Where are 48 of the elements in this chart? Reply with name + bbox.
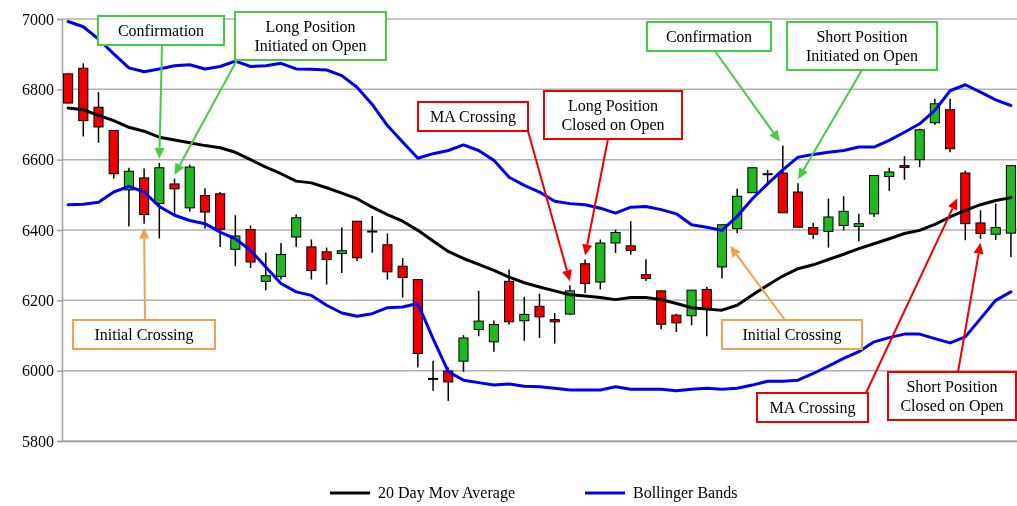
candlestick <box>260 252 271 291</box>
legend-label: 20 Day Mov Average <box>378 484 515 502</box>
candlestick <box>397 257 408 299</box>
line-series <box>66 19 1013 232</box>
candlestick <box>473 290 484 337</box>
candlestick <box>580 258 591 294</box>
candlestick <box>990 202 1001 241</box>
candlestick <box>291 213 302 248</box>
y-tick-label: 6200 <box>22 291 54 309</box>
annotation: MA Crossing <box>769 399 856 417</box>
candlestick <box>169 177 180 216</box>
candlestick <box>853 213 864 242</box>
annotation: Short Position Initiated on Open <box>806 28 918 65</box>
candlestick <box>367 215 378 254</box>
candlestick <box>640 258 652 282</box>
annotation: Short Position Closed on Open <box>900 378 1004 415</box>
candlestick <box>899 155 910 181</box>
candlestick <box>534 292 545 339</box>
annotation: MA Crossing <box>430 108 516 126</box>
candlestick <box>884 167 895 192</box>
annotation: Initial Crossing <box>94 326 194 344</box>
candlestick <box>199 187 211 230</box>
annotation: Long Position Initiated on Open <box>254 18 367 55</box>
candlestick <box>306 238 317 281</box>
candlestick <box>823 197 834 249</box>
candlestick <box>321 246 332 286</box>
annotation: Initial Crossing <box>742 326 842 344</box>
candlestick <box>519 296 530 342</box>
y-tick-label: 6800 <box>22 80 54 98</box>
candlestick <box>549 312 560 345</box>
legend-label: Bollinger Bands <box>633 484 738 502</box>
candlestick <box>975 209 986 240</box>
candlestick <box>838 195 849 232</box>
y-tick-label: 5800 <box>22 432 54 450</box>
y-tick-label: 6400 <box>22 221 54 239</box>
y-tick-label: 6000 <box>22 362 54 380</box>
annotation: Confirmation <box>665 28 753 45</box>
candlestick <box>625 220 636 256</box>
candlestick <box>488 319 499 353</box>
y-tick-label: 6600 <box>22 151 54 169</box>
candlestick <box>427 360 439 392</box>
annotation: Confirmation <box>117 22 205 39</box>
candlestick <box>610 228 621 254</box>
candlestick <box>275 242 287 281</box>
annotation: Long Position Closed on Open <box>561 97 665 134</box>
y-tick-label: 7000 <box>22 10 54 28</box>
candlestick <box>458 334 469 373</box>
candlestick <box>336 226 347 274</box>
